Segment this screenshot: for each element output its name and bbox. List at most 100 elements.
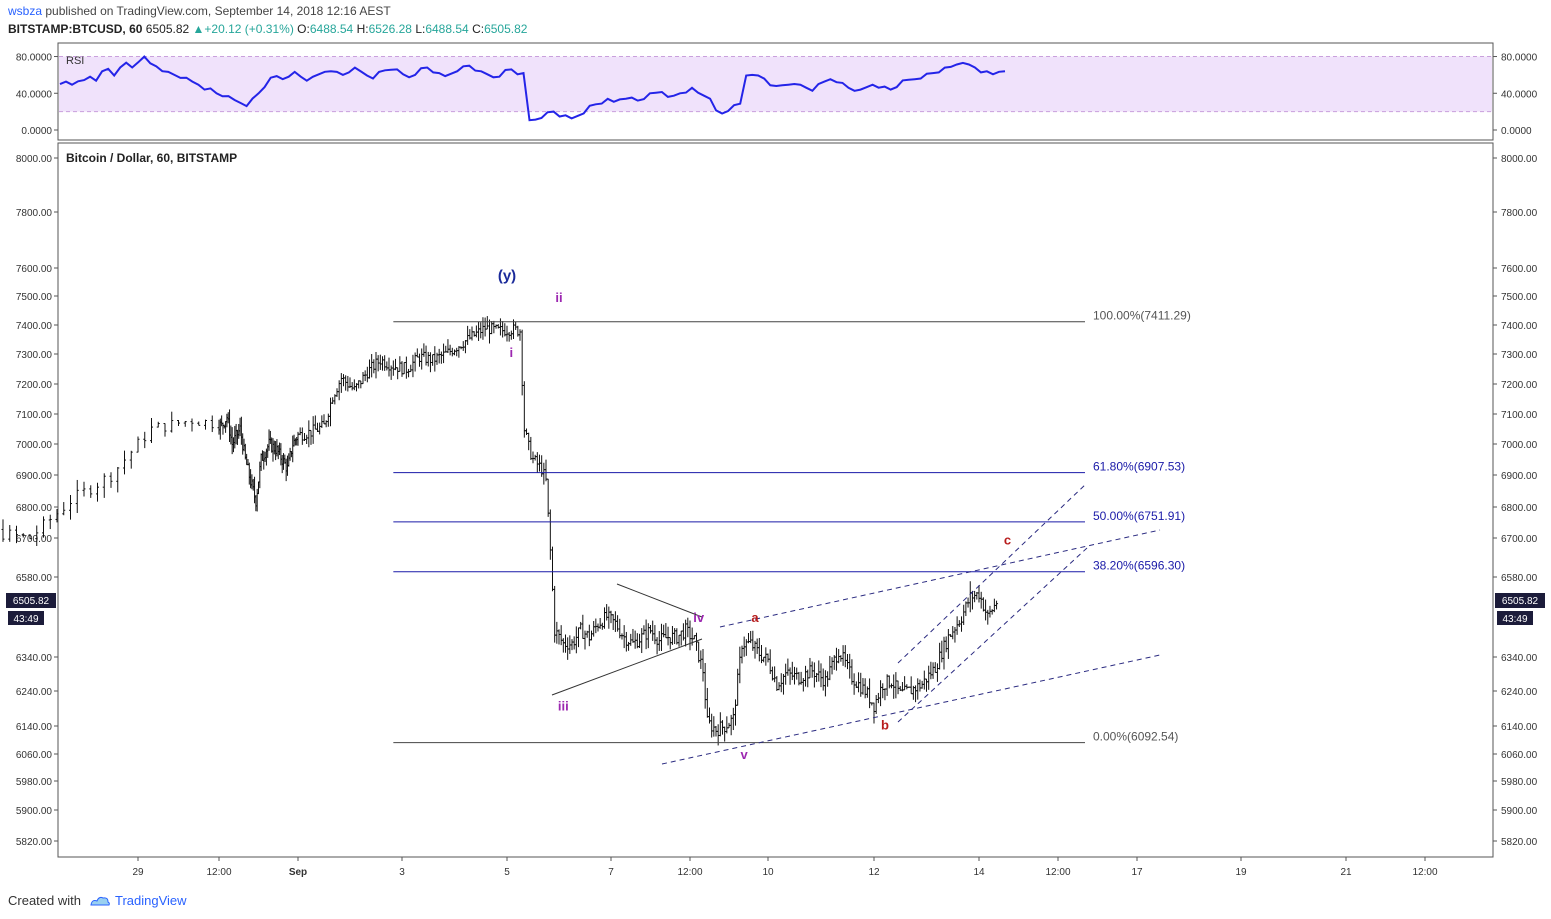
ohlc-bar [350, 382, 354, 391]
countdown-tag-left [8, 611, 44, 625]
price-right-tick-label: 5900.00 [1501, 806, 1538, 817]
ohlc-bar [951, 626, 955, 640]
ohlc-bar [442, 343, 446, 364]
ohlc-bar [387, 357, 391, 377]
x-tick-label: 12:00 [1045, 867, 1070, 878]
price-left-tick-label: 7000.00 [16, 440, 53, 451]
ohlc-bar [784, 663, 788, 685]
ohlc-bar [453, 349, 456, 356]
price-right-tick-label: 7200.00 [1501, 380, 1538, 391]
ohlc-bar [339, 373, 343, 393]
author-link[interactable]: wsbza [8, 4, 43, 18]
ohlc-bar [396, 367, 400, 380]
price-left-tick-label: 6900.00 [16, 471, 53, 482]
ohlc-bar [555, 621, 559, 644]
ohlc-bar [329, 397, 332, 427]
ohlc-bar [646, 623, 650, 649]
fib-level-label: 50.00%(6751.91) [1093, 509, 1185, 523]
wave-label-y: (y) [498, 268, 516, 285]
ohlc-bar [731, 707, 735, 731]
ohlc-bar [579, 621, 583, 630]
ohlc-bar [409, 364, 413, 373]
price-left-tick-label: 6700.00 [16, 534, 53, 545]
ohlc-bar [675, 628, 679, 645]
ohlc-bar [817, 660, 821, 682]
ohlc-bar [806, 669, 810, 688]
ohlc-bar [109, 472, 113, 488]
ohlc-bar [644, 619, 648, 650]
ohlc-bar [734, 699, 737, 726]
ohlc-bar [640, 628, 644, 654]
ohlc-bar [697, 641, 701, 663]
ohlc-bar [666, 626, 670, 646]
ohlc-bar [378, 354, 382, 370]
ohlc-bar [346, 375, 350, 392]
ohlc-bar [15, 525, 18, 544]
ohlc-bar [307, 420, 311, 448]
ohlc-bar [426, 351, 430, 367]
price-right-tick-label: 6340.00 [1501, 653, 1538, 664]
ohlc-bar [559, 625, 563, 646]
ohlc-bar [605, 604, 609, 621]
ohlc-bar [821, 668, 825, 691]
ohlc-bar [62, 502, 66, 516]
price-left-tick-label: 8000.00 [16, 154, 53, 165]
ohlc-bar [564, 634, 567, 653]
ohlc-bar [177, 419, 180, 427]
ohlc-bar [872, 702, 876, 724]
ohlc-bar [335, 388, 339, 397]
ohlc-bar [757, 637, 761, 662]
ohlc-bar [935, 663, 939, 682]
ohlc-bar [940, 640, 944, 663]
ohlc-bar [450, 347, 454, 357]
ohlc-bar [457, 346, 461, 358]
rsi-left-tick-label: 80.0000 [16, 53, 53, 64]
rsi-right-tick-label: 80.0000 [1501, 53, 1538, 64]
tradingview-brand[interactable]: TradingView [89, 893, 187, 908]
ohlc-bar [662, 624, 666, 638]
trend-line [897, 482, 1088, 664]
last-price: 6505.82 [145, 22, 190, 36]
ohlc-bar [929, 661, 933, 680]
ohlc-bar [624, 631, 628, 652]
ohlc-bar [136, 436, 140, 453]
ohlc-bar [488, 319, 491, 344]
x-tick-label: 21 [1340, 867, 1352, 878]
ohlc-bar [960, 616, 963, 632]
ohlc-bar [977, 585, 981, 603]
ohlc-bar [659, 623, 663, 651]
x-tick-label: 12:00 [677, 867, 702, 878]
ohlc-bar [788, 667, 792, 685]
ohlc-bar [607, 606, 611, 629]
ohlc-bar [512, 319, 515, 339]
ohlc-bar [635, 633, 639, 649]
ohlc-bar [968, 581, 972, 613]
ohlc-bar [841, 645, 845, 666]
ohlc-bar [474, 325, 478, 338]
ohlc-bar [548, 509, 552, 560]
published-text: published on TradingView.com, September … [45, 4, 391, 18]
wave-label-c: c [1004, 533, 1011, 548]
price-left-tick-label: 6580.00 [16, 573, 53, 584]
ohlc-bar [322, 414, 326, 425]
ohlc-bar [305, 434, 309, 444]
ohlc-bar [163, 423, 167, 437]
ohlc-bar [819, 663, 823, 688]
ohlc-bar [755, 638, 759, 654]
ohlc-bar [577, 627, 580, 648]
ohlc-bar [927, 665, 931, 690]
fib-level-label: 0.00%(6092.54) [1093, 730, 1178, 744]
ohlc-bar [156, 421, 160, 428]
publish-info: wsbza published on TradingView.com, Sept… [8, 4, 391, 18]
ohlc-bar [143, 431, 147, 449]
ohlc-bar [938, 642, 942, 670]
ohlc-bar [986, 609, 990, 625]
ohlc-bar [507, 332, 511, 342]
ohlc-bar [415, 348, 419, 358]
ohlc-bar [422, 343, 426, 357]
ohlc-bar [546, 478, 550, 517]
price-right-tick-label: 7600.00 [1501, 264, 1538, 275]
tradingview-logo-icon [90, 896, 110, 905]
price-left-tick-label: 7600.00 [16, 264, 53, 275]
